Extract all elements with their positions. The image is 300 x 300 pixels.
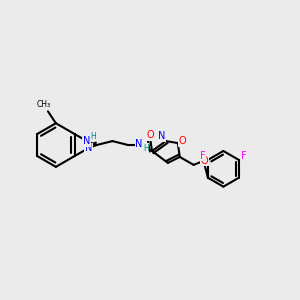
Text: N: N bbox=[158, 131, 166, 141]
Text: O: O bbox=[201, 156, 208, 166]
Text: H: H bbox=[91, 132, 97, 141]
Text: N: N bbox=[136, 139, 143, 149]
Text: O: O bbox=[146, 130, 154, 140]
Text: N: N bbox=[85, 143, 92, 153]
Text: F: F bbox=[241, 151, 247, 161]
Text: O: O bbox=[179, 136, 187, 146]
Text: H: H bbox=[143, 143, 149, 152]
Text: CH₃: CH₃ bbox=[37, 100, 51, 109]
Text: N: N bbox=[83, 136, 90, 146]
Text: F: F bbox=[200, 151, 206, 161]
